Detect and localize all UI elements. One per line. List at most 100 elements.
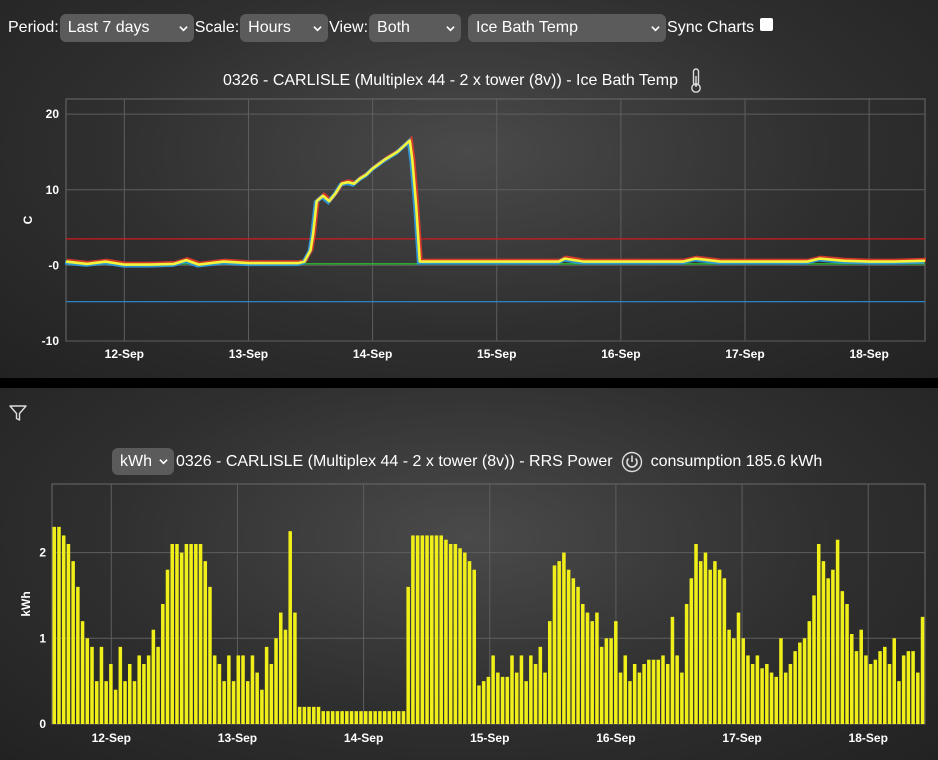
bar [363,711,368,724]
bar [142,664,146,724]
bar [788,664,793,724]
bar [614,621,618,724]
view-select-value: Both [377,19,410,36]
bar [798,642,802,724]
x-tick-label: 17-Sep [725,347,764,361]
bar [156,646,160,724]
x-tick-label: 12-Sep [92,731,131,745]
y-tick-label: -0 [48,258,59,272]
bar [198,544,203,724]
bar [892,638,896,724]
bar [826,578,830,724]
x-tick-label: 13-Sep [229,347,268,361]
bar [821,561,826,724]
bar [293,612,297,724]
bar [680,672,684,724]
bar [99,646,104,724]
bar [873,659,878,724]
bar [732,638,736,724]
bar [52,526,57,724]
bar [264,646,269,724]
bar [477,685,481,724]
bar [94,681,99,724]
bar [689,578,694,724]
bar [217,664,222,724]
bar [297,706,302,724]
bar [642,664,646,724]
filter-icon[interactable] [8,403,28,423]
bar [769,672,774,724]
plot-area [65,98,926,342]
bar [184,544,189,724]
bar [76,586,80,724]
bar [434,535,439,724]
bar [807,621,812,724]
bar [425,535,429,724]
x-tick-label: 14-Sep [344,731,383,745]
bar [514,672,519,724]
bar [321,711,325,724]
bar [467,561,472,724]
bar [194,544,198,724]
bar [571,578,576,724]
bar [307,706,311,724]
y-tick-label: 1 [39,631,46,645]
power-icon [621,451,642,472]
bar [529,655,533,724]
bar [85,638,90,724]
bar [453,544,458,724]
bar [260,689,264,724]
bar [581,604,585,724]
bar [585,612,590,724]
bar [401,711,406,724]
bar [562,552,566,724]
bar [170,544,174,724]
bar [878,651,882,724]
bar [491,655,495,724]
view-select[interactable]: Both [369,14,462,42]
bar [359,711,363,724]
y-tick-label: 2 [39,546,46,560]
bar [326,711,330,724]
scale-select[interactable]: Hours [240,14,329,42]
bar [632,664,637,724]
bar [595,612,599,724]
bar [845,604,849,724]
bar [741,638,745,724]
bar [420,535,425,724]
bar [340,711,344,724]
bar [590,621,594,724]
metric-select[interactable]: Ice Bath Temp [468,14,667,42]
scale-select-value: Hours [248,19,291,36]
chevron-down-icon [651,25,660,31]
x-tick-label: 18-Sep [849,347,888,361]
bar [231,681,236,724]
x-tick-label: 14-Sep [353,347,392,361]
bar [463,552,467,724]
bar [57,526,61,724]
bar [392,711,396,724]
bar [444,539,448,724]
y-axis-label: C [21,215,35,224]
scale-label: Scale: [194,19,240,36]
bar [316,706,321,724]
bar [557,561,561,724]
bar [916,672,920,724]
bar [505,676,510,724]
bar [628,681,632,724]
unit-select[interactable]: kWh [112,448,174,475]
unit-select-value: kWh [120,452,152,470]
bar [850,634,854,724]
bar [250,655,255,724]
sync-charts-checkbox[interactable] [760,17,774,31]
period-select[interactable]: Last 7 days [59,14,194,42]
bar [859,629,863,724]
thermometer-icon [691,68,701,93]
bar [500,676,505,724]
temperature-chart: 20 10 -0 -10 12-Sep 13-Sep 14-Sep 15-Sep 16-Sep 1… [21,98,927,361]
x-tick-label: 15-Sep [477,347,516,361]
bar [599,646,604,724]
temperature-chart-title: 0326 - CARLISLE (Multiplex 44 - 2 x towe… [223,72,678,89]
temperature-chart-title-row: 0326 - CARLISLE (Multiplex 44 - 2 x towe… [223,68,704,94]
series-line [65,139,926,266]
